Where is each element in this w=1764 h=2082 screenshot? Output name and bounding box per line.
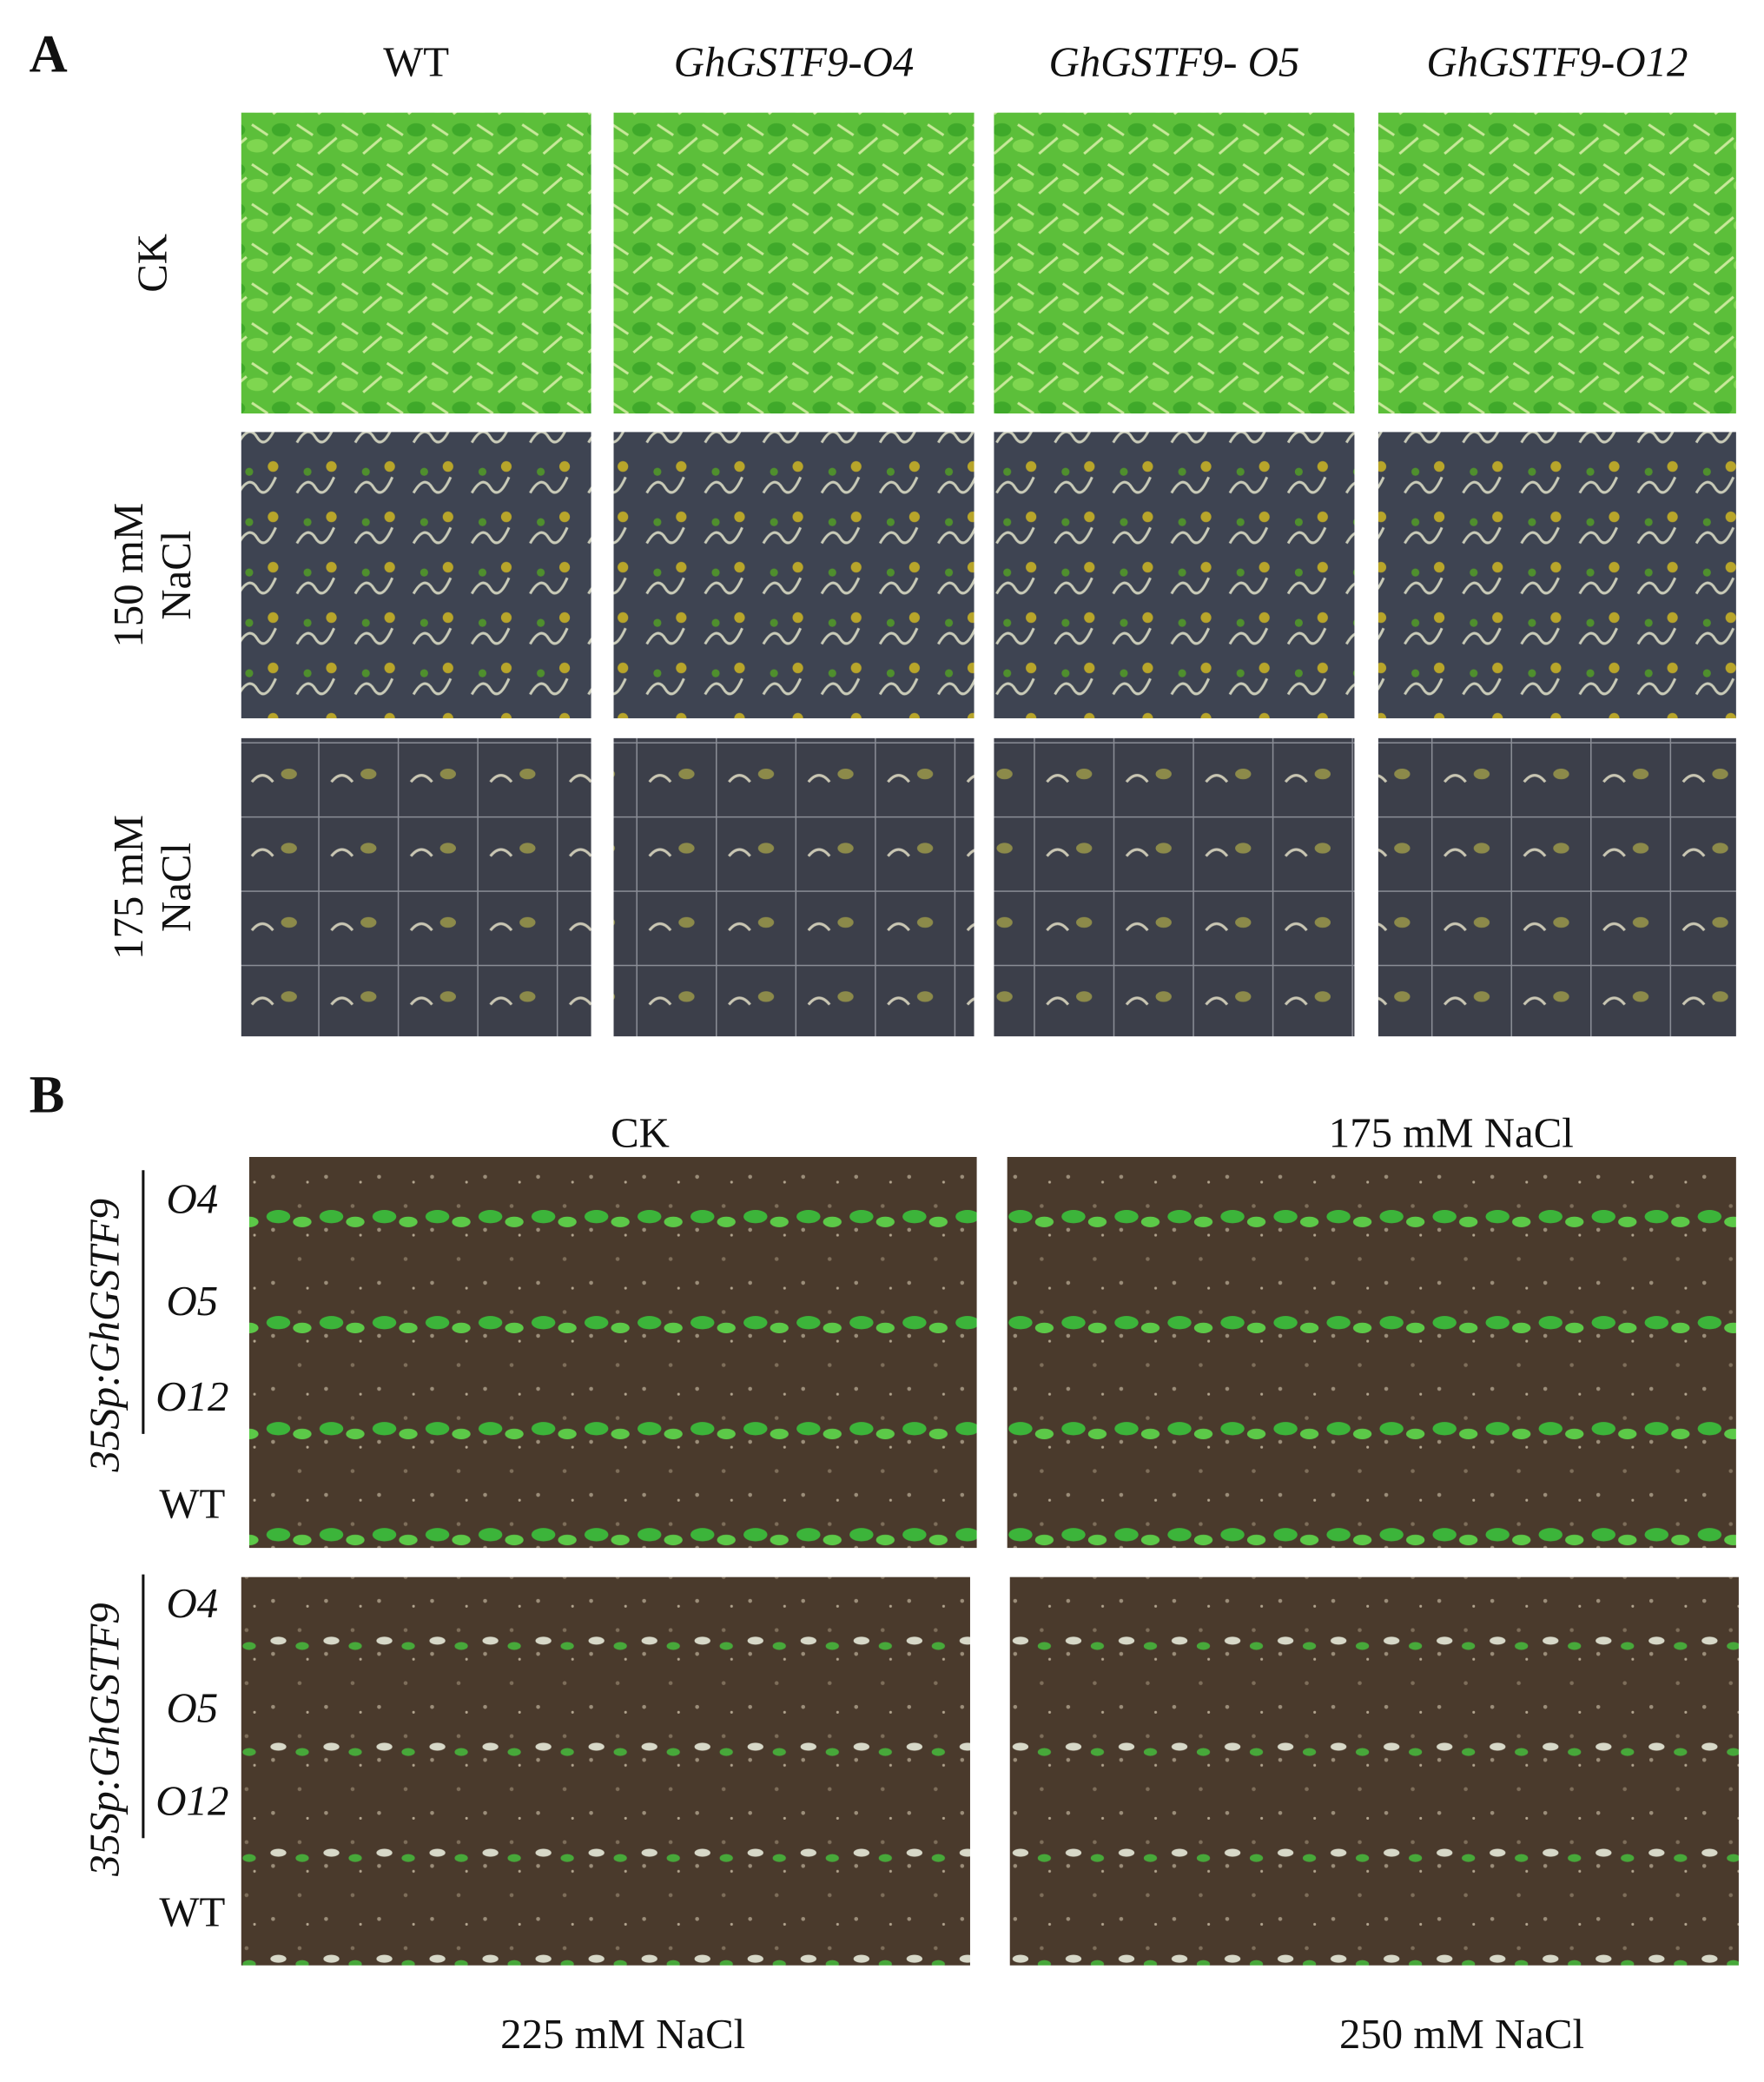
genotype-label: O5 — [166, 1277, 218, 1325]
condition-label: 225 mM NaCl — [500, 2010, 745, 2058]
genotype-label: O4 — [166, 1175, 218, 1223]
genotype-label: O12 — [155, 1776, 228, 1824]
photo — [613, 112, 974, 414]
column-header: GhGSTF9- O5 — [1049, 37, 1300, 85]
photo — [1007, 1157, 1736, 1549]
panel-label: B — [30, 1066, 65, 1124]
genotype-label: WT — [159, 1887, 225, 1935]
condition-label: 250 mM NaCl — [1339, 2010, 1584, 2058]
genotype-label: O4 — [166, 1579, 218, 1627]
construct-label: 35Sp:GhGSTF9 — [80, 1199, 128, 1473]
photo — [613, 432, 974, 718]
photo — [241, 112, 591, 414]
row-label: NaCl — [152, 843, 200, 932]
photo — [1378, 432, 1736, 718]
photo — [1378, 112, 1736, 414]
row-label: NaCl — [152, 531, 200, 620]
condition-label: 175 mM NaCl — [1329, 1108, 1574, 1156]
row-label: 175 mM — [104, 815, 152, 960]
photo — [994, 432, 1355, 718]
photo — [613, 737, 974, 1037]
genotype-label: O12 — [155, 1372, 228, 1420]
row-label: CK — [128, 234, 175, 293]
photo — [994, 112, 1355, 414]
column-header: GhGSTF9-O12 — [1426, 37, 1688, 85]
column-header: GhGSTF9-O4 — [674, 37, 915, 85]
photo — [241, 1576, 970, 1966]
photo — [994, 737, 1355, 1037]
photo — [248, 1157, 977, 1549]
photo — [241, 737, 591, 1037]
photo — [241, 432, 591, 718]
row-label: 150 mM — [104, 503, 152, 648]
construct-label: 35Sp:GhGSTF9 — [80, 1603, 128, 1877]
genotype-label: WT — [159, 1480, 225, 1528]
condition-label: CK — [611, 1108, 670, 1156]
genotype-label: O5 — [166, 1684, 218, 1732]
photo — [1009, 1576, 1739, 1966]
panel-label: A — [30, 26, 68, 84]
photo — [1378, 737, 1736, 1037]
column-header: WT — [383, 37, 449, 85]
